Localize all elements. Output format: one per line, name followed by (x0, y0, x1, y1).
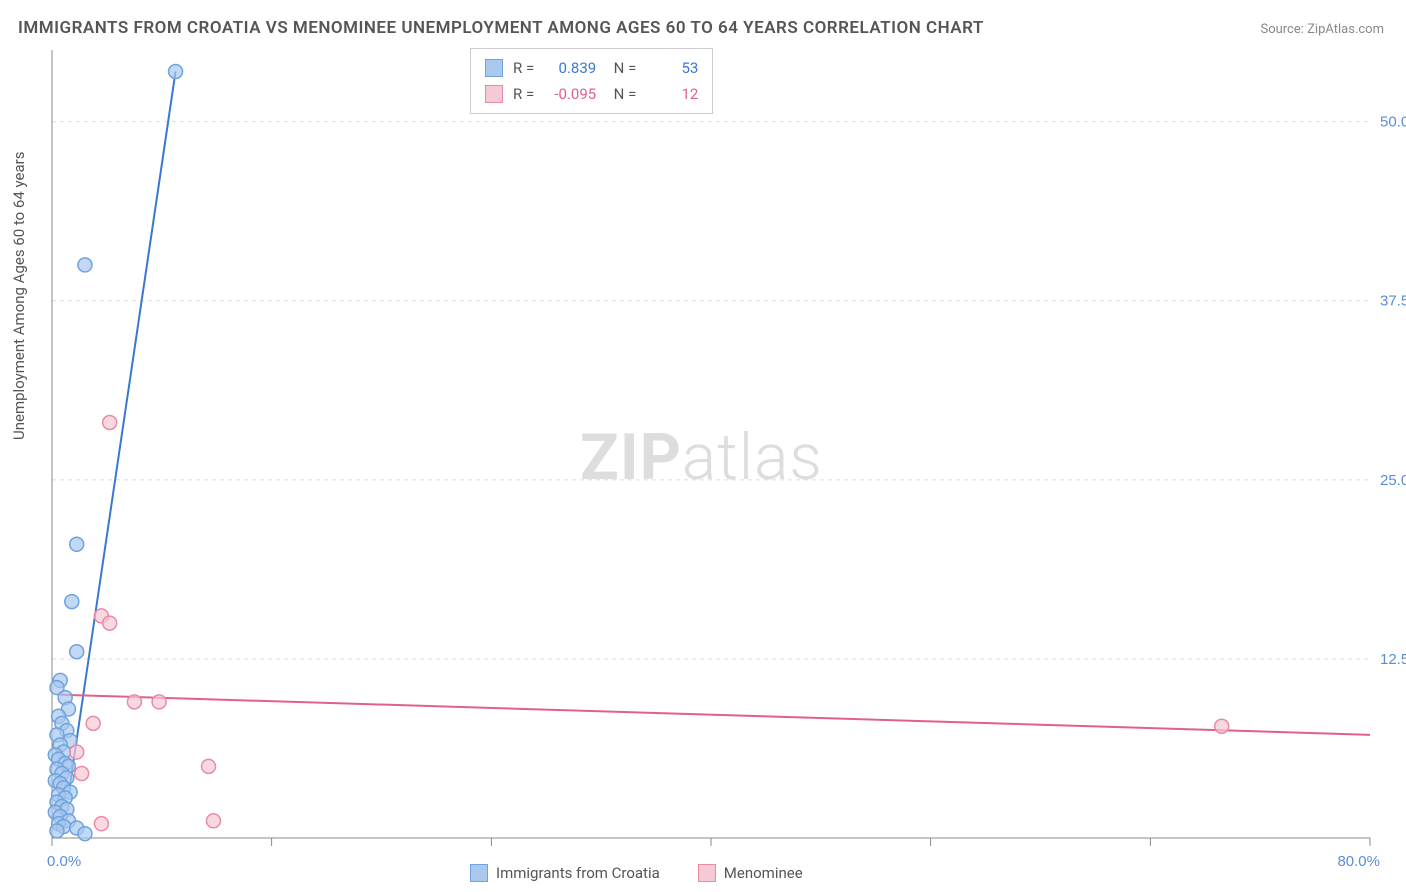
svg-text:12.5%: 12.5% (1380, 651, 1406, 668)
n-label: N = (606, 55, 636, 81)
n-value-2: 12 (646, 81, 698, 107)
legend-label-2: Menominee (724, 864, 803, 882)
stats-legend: R = 0.839 N = 53 R = -0.095 N = 12 (470, 48, 713, 114)
correlation-scatter-chart: 12.5% 25.0% 37.5% 50.0% 0.0% 80.0% (0, 0, 1406, 892)
swatch-bottom-1 (470, 864, 488, 882)
r-label: R = (513, 55, 534, 81)
stats-row-series-1: R = 0.839 N = 53 (485, 55, 698, 81)
svg-text:37.5%: 37.5% (1380, 293, 1406, 310)
r-value-1: 0.839 (544, 55, 596, 81)
svg-text:80.0%: 80.0% (1337, 853, 1380, 870)
swatch-bottom-2 (698, 864, 716, 882)
swatch-series-1 (485, 59, 503, 77)
r-label: R = (513, 81, 534, 107)
r-value-2: -0.095 (544, 81, 596, 107)
legend-item-1: Immigrants from Croatia (470, 864, 660, 882)
legend-item-2: Menominee (698, 864, 803, 882)
svg-text:25.0%: 25.0% (1380, 472, 1406, 489)
svg-text:0.0%: 0.0% (47, 853, 81, 870)
series-legend: Immigrants from Croatia Menominee (470, 864, 803, 882)
legend-label-1: Immigrants from Croatia (496, 864, 660, 882)
stats-row-series-2: R = -0.095 N = 12 (485, 81, 698, 107)
n-label: N = (606, 81, 636, 107)
svg-text:50.0%: 50.0% (1380, 114, 1406, 131)
swatch-series-2 (485, 85, 503, 103)
n-value-1: 53 (646, 55, 698, 81)
